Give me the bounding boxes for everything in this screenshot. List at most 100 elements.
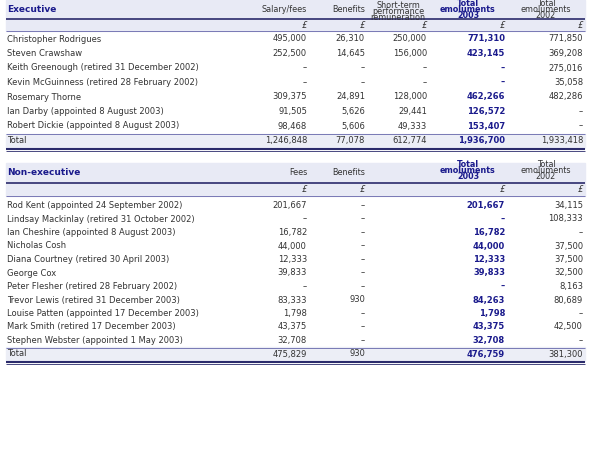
Text: Salary/fees: Salary/fees [262,4,307,13]
Text: Rod Kent (appointed 24 September 2002): Rod Kent (appointed 24 September 2002) [7,201,182,210]
Text: emoluments: emoluments [521,166,571,175]
Text: –: – [361,78,365,87]
Bar [6,184,585,196]
Text: 32,708: 32,708 [473,336,505,345]
Bar [6,19,585,31]
Text: 252,500: 252,500 [273,49,307,58]
Text: Stephen Webster (appointed 1 May 2003): Stephen Webster (appointed 1 May 2003) [7,336,183,345]
Text: 44,000: 44,000 [278,241,307,250]
Text: –: – [303,282,307,291]
Text: 12,333: 12,333 [278,255,307,264]
Text: 14,645: 14,645 [336,49,365,58]
Text: Total: Total [7,136,27,145]
Text: George Cox: George Cox [7,268,56,278]
Text: Kevin McGuinness (retired 28 February 2002): Kevin McGuinness (retired 28 February 20… [7,78,198,87]
Text: 32,500: 32,500 [554,268,583,278]
Text: Trevor Lewis (retired 31 December 2003): Trevor Lewis (retired 31 December 2003) [7,296,180,305]
Text: 930: 930 [349,296,365,305]
Text: 381,300: 381,300 [549,349,583,358]
Text: –: – [361,282,365,291]
Text: 2003: 2003 [457,172,479,181]
Text: 80,689: 80,689 [554,296,583,305]
Text: Keith Greenough (retired 31 December 2002): Keith Greenough (retired 31 December 200… [7,63,199,72]
Text: 309,375: 309,375 [272,92,307,101]
Text: Benefits: Benefits [332,4,365,13]
Text: 98,468: 98,468 [278,121,307,130]
Text: Lindsay Mackinlay (retired 31 October 2002): Lindsay Mackinlay (retired 31 October 20… [7,215,195,224]
Text: £: £ [578,185,583,194]
Text: £: £ [500,20,505,30]
Text: 462,266: 462,266 [466,92,505,101]
Text: Benefits: Benefits [332,168,365,177]
Text: 1,798: 1,798 [478,309,505,318]
Text: Peter Flesher (retired 28 February 2002): Peter Flesher (retired 28 February 2002) [7,282,177,291]
Text: 771,850: 771,850 [549,34,583,43]
Text: emoluments: emoluments [521,6,571,14]
Text: –: – [361,201,365,210]
Text: Total: Total [457,0,479,9]
Text: 43,375: 43,375 [278,323,307,331]
Text: 26,310: 26,310 [336,34,365,43]
Text: Total: Total [536,160,555,169]
Text: –: – [501,78,505,87]
Text: 35,058: 35,058 [554,78,583,87]
Text: £: £ [302,185,307,194]
Text: –: – [361,241,365,250]
Text: –: – [361,323,365,331]
Text: Executive: Executive [7,4,56,13]
Text: Short-term: Short-term [376,1,420,10]
Text: –: – [501,63,505,72]
Text: 8,163: 8,163 [559,282,583,291]
Text: 930: 930 [349,349,365,358]
Text: 37,500: 37,500 [554,255,583,264]
Text: –: – [303,215,307,224]
Text: 32,708: 32,708 [278,336,307,345]
Text: £: £ [578,20,583,30]
Text: £: £ [359,20,365,30]
Text: –: – [303,63,307,72]
Text: –: – [579,309,583,318]
Text: 482,286: 482,286 [549,92,583,101]
Text: 612,774: 612,774 [392,136,427,145]
Text: –: – [423,78,427,87]
Text: –: – [361,63,365,72]
Text: 77,078: 77,078 [336,136,365,145]
Text: –: – [501,282,505,291]
Bar [6,133,585,148]
Text: 275,016: 275,016 [549,63,583,72]
Text: 369,208: 369,208 [549,49,583,58]
Text: 16,782: 16,782 [278,228,307,237]
Text: Diana Courtney (retired 30 April 2003): Diana Courtney (retired 30 April 2003) [7,255,169,264]
Bar [6,347,585,361]
Text: 201,667: 201,667 [272,201,307,210]
Text: performance: performance [372,8,424,17]
Text: £: £ [422,20,427,30]
Bar [6,162,585,182]
Text: 153,407: 153,407 [467,121,505,130]
Text: Rosemary Thorne: Rosemary Thorne [7,92,81,101]
Text: Nicholas Cosh: Nicholas Cosh [7,241,66,250]
Text: £: £ [359,185,365,194]
Text: –: – [361,336,365,345]
Text: –: – [361,268,365,278]
Text: –: – [579,121,583,130]
Text: –: – [361,215,365,224]
Text: 39,833: 39,833 [278,268,307,278]
Text: 42,500: 42,500 [554,323,583,331]
Text: 475,829: 475,829 [273,349,307,358]
Text: 84,263: 84,263 [472,296,505,305]
Text: 2002: 2002 [536,11,556,20]
Text: remuneration: remuneration [371,13,426,22]
Text: £: £ [302,20,307,30]
Text: Total: Total [7,349,27,358]
Text: Christopher Rodrigues: Christopher Rodrigues [7,34,101,43]
Text: Mark Smith (retired 17 December 2003): Mark Smith (retired 17 December 2003) [7,323,176,331]
Text: 250,000: 250,000 [393,34,427,43]
Text: Steven Crawshaw: Steven Crawshaw [7,49,82,58]
Text: 126,572: 126,572 [466,107,505,116]
Text: Louise Patten (appointed 17 December 2003): Louise Patten (appointed 17 December 200… [7,309,199,318]
Text: 2002: 2002 [536,172,556,181]
Text: Ian Cheshire (appointed 8 August 2003): Ian Cheshire (appointed 8 August 2003) [7,228,175,237]
Text: –: – [423,63,427,72]
Text: 771,310: 771,310 [467,34,505,43]
